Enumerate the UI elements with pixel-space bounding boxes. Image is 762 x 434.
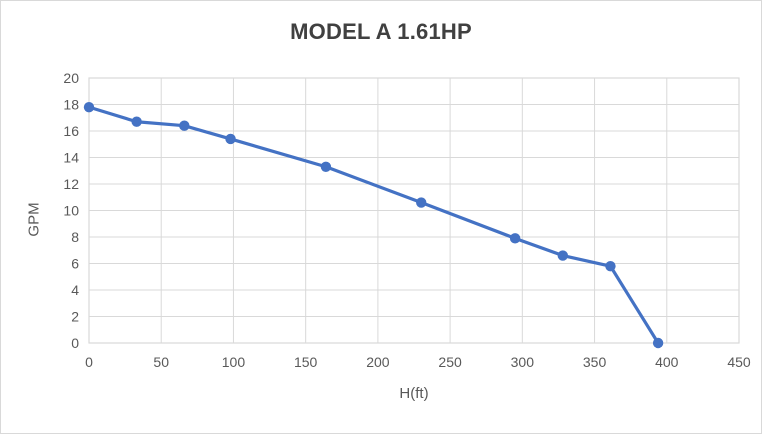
- y-tick-label: 18: [63, 97, 79, 113]
- x-axis-title: H(ft): [399, 385, 429, 402]
- x-tick-label: 200: [366, 354, 390, 370]
- y-tick-label: 20: [63, 70, 79, 86]
- y-tick-label: 14: [63, 150, 79, 166]
- y-tick-label: 2: [71, 309, 79, 325]
- x-tick-label: 0: [85, 354, 93, 370]
- y-tick-label: 4: [71, 282, 79, 298]
- y-tick-label: 12: [63, 176, 79, 192]
- chart-title: MODEL A 1.61HP: [290, 19, 472, 44]
- plot-border: [88, 77, 740, 344]
- data-point: [225, 133, 236, 145]
- x-tick-label: 100: [222, 354, 246, 370]
- y-tick-label: 16: [63, 123, 79, 139]
- data-point: [179, 120, 190, 131]
- data-point: [652, 337, 664, 349]
- x-tick-label: 150: [294, 354, 318, 370]
- data-point: [416, 197, 427, 208]
- data-point: [557, 250, 568, 261]
- y-tick-label: 0: [71, 335, 79, 351]
- x-tick-label: 400: [655, 354, 679, 370]
- x-tick-label: 350: [583, 354, 607, 370]
- series-line: [87, 105, 660, 345]
- data-point: [509, 233, 521, 244]
- data-point: [83, 101, 95, 113]
- y-tick-label: 8: [71, 229, 79, 245]
- x-tick-label: 250: [438, 354, 462, 370]
- y-tick-label: 10: [63, 203, 79, 219]
- x-tick-label: 450: [727, 354, 751, 370]
- x-tick-label: 50: [153, 354, 169, 370]
- x-tick-label: 300: [511, 354, 535, 370]
- y-axis-title: GPM: [25, 202, 43, 237]
- data-point: [605, 260, 616, 272]
- y-tick-label: 6: [71, 256, 79, 272]
- data-point: [320, 161, 332, 172]
- data-point: [131, 116, 142, 127]
